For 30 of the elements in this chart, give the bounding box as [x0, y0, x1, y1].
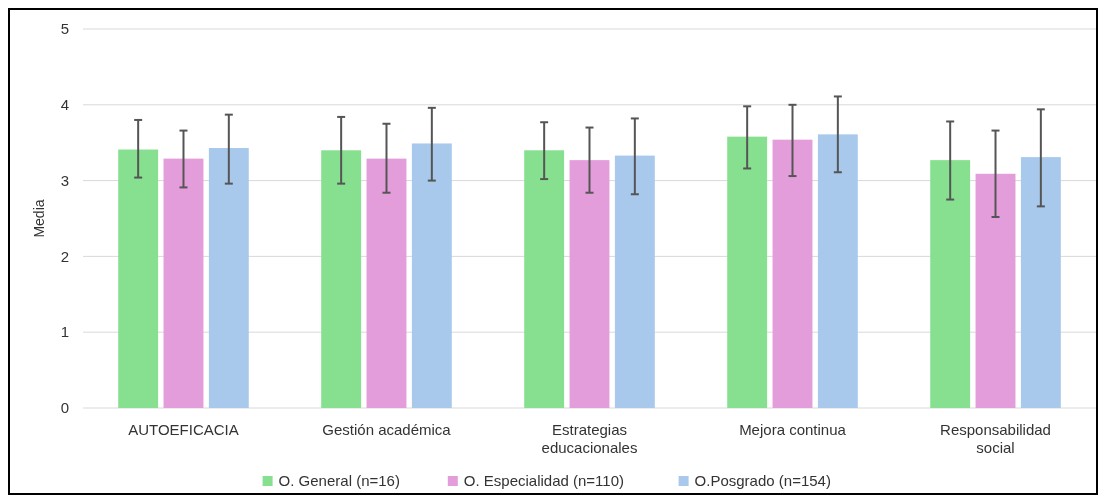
bar	[817, 134, 858, 408]
x-tick-label: Responsabilidad social	[940, 421, 1051, 456]
y-axis-title: Media	[31, 199, 47, 238]
bar	[411, 143, 452, 408]
y-tick-label: 4	[60, 96, 69, 114]
legend-label: O.Posgrado (n=154)	[694, 472, 831, 489]
bar	[772, 139, 813, 408]
bar	[118, 149, 159, 408]
y-tick-label: 1	[60, 323, 69, 341]
y-tick-label: 3	[60, 171, 69, 189]
x-tick-label: Mejora continua	[739, 421, 847, 438]
bar	[614, 155, 655, 408]
bar	[208, 148, 249, 408]
bar	[930, 160, 971, 408]
x-tick-label: AUTOEFICACIA	[128, 421, 239, 438]
y-tick-label: 0	[60, 399, 69, 417]
bar	[727, 136, 768, 408]
legend-label: O. Especialidad (n=110)	[463, 472, 625, 489]
bar	[975, 173, 1016, 408]
x-tick-label: Estrategias educacionales	[541, 421, 638, 456]
legend-label: O. General (n=16)	[278, 472, 400, 489]
bar	[569, 160, 610, 408]
y-tick-label: 5	[60, 20, 69, 38]
y-tick-label: 2	[60, 247, 69, 265]
x-tick-label: Gestión académica	[322, 421, 452, 438]
bar	[366, 158, 407, 408]
bar	[1020, 157, 1061, 408]
bar	[321, 150, 362, 408]
bar	[163, 158, 204, 408]
bar	[524, 150, 565, 408]
